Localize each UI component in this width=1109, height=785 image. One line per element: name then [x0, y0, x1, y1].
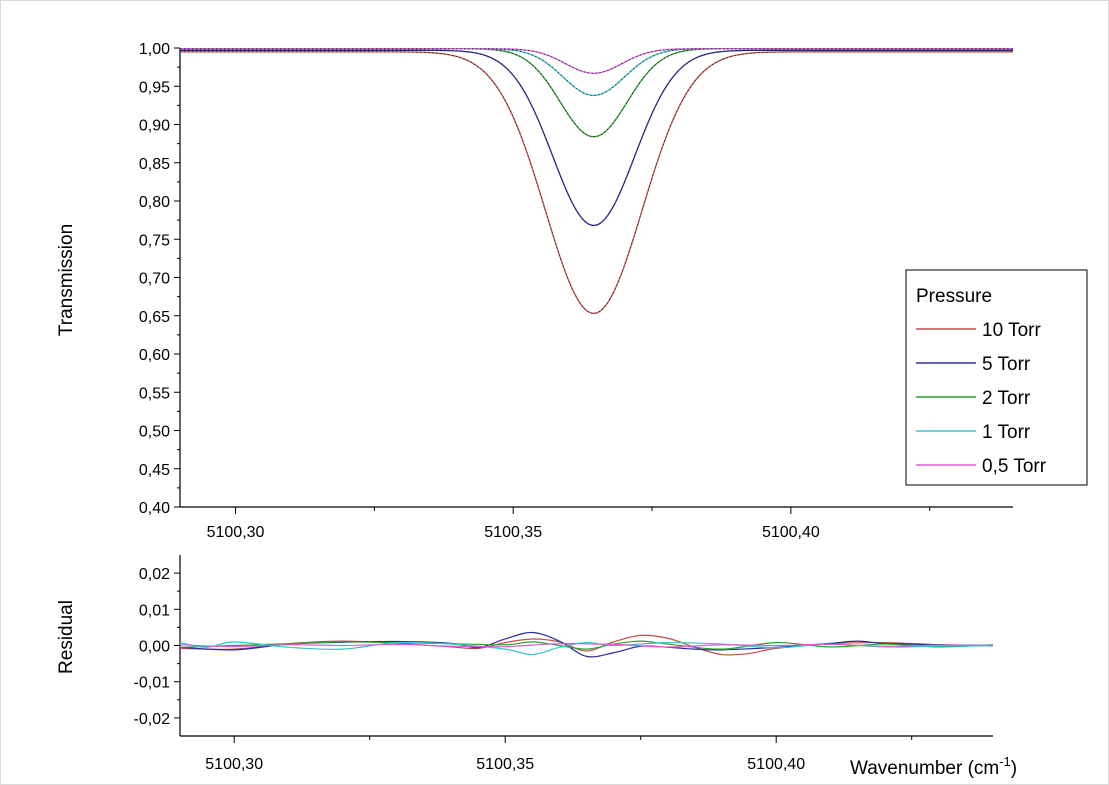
x-tick-label: 5100,40: [762, 524, 820, 541]
series-line-2: [180, 48, 1013, 138]
y-tick-label: 1,00: [139, 41, 170, 58]
x-axis-title-main: Wavenumber (cm: [850, 758, 999, 779]
x-axis-title: Wavenumber (cm-1): [850, 754, 1017, 779]
x-axis-title-superscript: -1: [999, 754, 1011, 769]
y-axis-title-residual: Residual: [56, 600, 77, 674]
y-tick-label: 0,40: [139, 500, 170, 517]
residual-y-tick-label: 0,00: [139, 639, 170, 656]
y-tick-label: 0,95: [139, 79, 170, 96]
series-line-0: [179, 51, 1013, 315]
fit-line-4: [180, 48, 1013, 74]
legend-title: Pressure: [916, 286, 992, 307]
x-axis-title-close: ): [1011, 758, 1017, 779]
y-tick-label: 0,85: [139, 156, 170, 173]
legend-entry-label: 5 Torr: [982, 354, 1031, 375]
y-tick-label: 0,75: [139, 232, 170, 249]
fit-line-0: [179, 51, 1013, 314]
y-tick-label: 0,70: [139, 271, 170, 288]
residual-y-tick-label: -0,02: [134, 711, 171, 728]
y-tick-label: 0,65: [139, 309, 170, 326]
residual-y-tick-label: 0,01: [139, 602, 170, 619]
residual-y-tick-label: -0,01: [134, 675, 171, 692]
residual-x-tick-label: 5100,30: [205, 756, 263, 773]
legend-entry-label: 1 Torr: [982, 422, 1031, 443]
fit-line-3: [180, 48, 1013, 96]
residual-panel: -0,02 -0,01 0,00 0,01 0,02 5100,30 5100,35 5100…: [134, 555, 994, 773]
x-tick-label: 5100,30: [207, 524, 265, 541]
legend-box: [905, 269, 1088, 486]
fit-line-1: [180, 49, 1013, 226]
y-tick-label: 0,60: [139, 347, 170, 364]
residual-series-line-4: [179, 642, 994, 648]
y-tick-label: 0,45: [139, 462, 170, 479]
residual-x-tick-label: 5100,40: [747, 756, 805, 773]
y-tick-label: 0,50: [139, 424, 170, 441]
y-tick-label: 0,90: [139, 118, 170, 135]
y-tick-label: 0,80: [139, 194, 170, 211]
legend-entry-label: 2 Torr: [982, 388, 1031, 409]
legend: Pressure 10 Torr 5 Torr 2 Torr 1 Torr 0,5 Tor…: [905, 269, 1088, 486]
plot-area: [180, 48, 1013, 507]
series-line-1: [180, 49, 1013, 227]
x-tick-label: 5100,35: [484, 524, 542, 541]
series-line-3: [180, 48, 1013, 97]
fit-line-2: [180, 48, 1013, 138]
y-tick-label: 0,55: [139, 385, 170, 402]
y-axis-title-transmission: Transmission: [56, 224, 77, 336]
legend-entry-label: 10 Torr: [982, 320, 1041, 341]
residual-y-tick-label: 0,02: [139, 566, 170, 583]
transmission-panel: 0,40 0,45 0,50 0,55 0,60 0,65 0,70 0,75 0,80 0,85…: [139, 41, 1013, 541]
legend-entry-label: 0,5 Torr: [982, 456, 1047, 477]
residual-series-line-2: [179, 640, 994, 650]
residual-x-tick-label: 5100,35: [476, 756, 534, 773]
